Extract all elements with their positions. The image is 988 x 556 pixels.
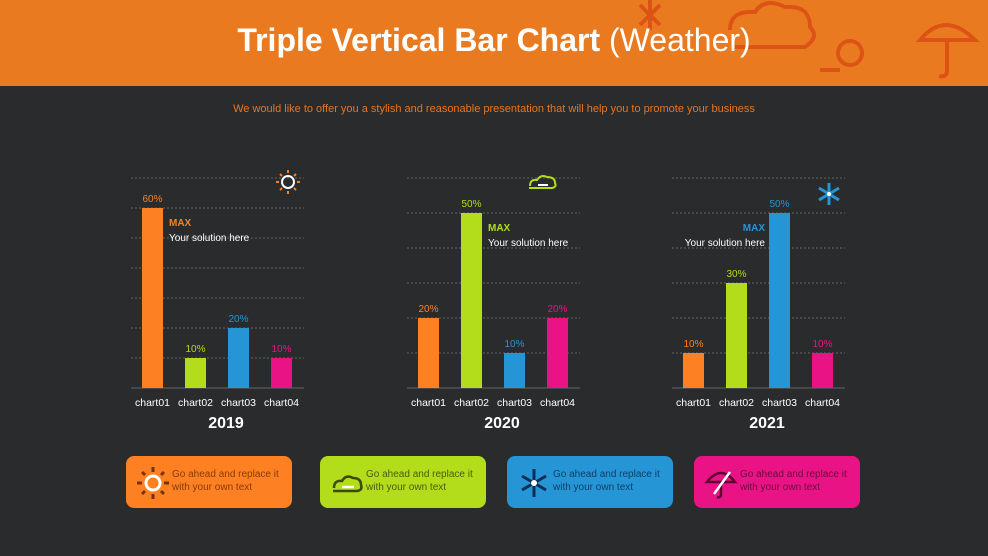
cloud-icon [529, 175, 557, 189]
data-label: 20% [547, 304, 567, 315]
bar-chart02 [461, 213, 482, 388]
chart-2019: 60% chart01 10% chart02 20% chart03 10% chart04… [126, 170, 326, 440]
sun-icon [276, 170, 300, 194]
info-card-umbrella: Go ahead and replace it with your own te… [694, 456, 860, 508]
chart-year: 2019 [208, 415, 244, 432]
header-bar [0, 0, 988, 86]
tick-label: chart03 [221, 397, 256, 409]
chart-year: 2021 [749, 415, 785, 432]
snowflake-icon [521, 469, 547, 497]
data-label: 10% [271, 344, 291, 355]
data-label: 10% [504, 339, 524, 350]
page-title: Triple Vertical Bar Chart (Weather) [237, 22, 751, 58]
bar-chart03 [228, 328, 249, 388]
umbrella-icon [704, 471, 738, 499]
tick-label: chart01 [411, 397, 446, 409]
data-label: 50% [769, 199, 789, 210]
bar-chart01 [683, 353, 704, 388]
bar-chart04 [547, 318, 568, 388]
tick-label: chart02 [178, 397, 213, 409]
bar-chart03 [769, 213, 790, 388]
bar-chart04 [812, 353, 833, 388]
data-label: 30% [726, 269, 746, 280]
tick-label: chart04 [805, 397, 840, 409]
data-label: 50% [461, 199, 481, 210]
snowflake-icon [818, 183, 840, 205]
chart-2021: 10% chart01 30% chart02 50% chart03 10% chart04… [667, 170, 867, 440]
tick-label: chart01 [676, 397, 711, 409]
bar-chart02 [185, 358, 206, 388]
annotation-text: Your solution here [169, 233, 250, 244]
bar-chart01 [418, 318, 439, 388]
sun-icon [137, 467, 169, 499]
tick-label: chart04 [540, 397, 575, 409]
data-label: 10% [812, 339, 832, 350]
bar-chart02 [726, 283, 747, 388]
bar-chart01 [142, 208, 163, 388]
data-label: 20% [228, 314, 248, 325]
data-label: 60% [142, 194, 162, 205]
info-card-cloud: Go ahead and replace it with your own te… [320, 456, 486, 508]
page-subtitle: We would like to offer you a stylish and… [233, 103, 755, 115]
tick-label: chart03 [497, 397, 532, 409]
cloud-icon [332, 475, 363, 493]
chart-year: 2020 [484, 415, 520, 432]
tick-label: chart02 [719, 397, 754, 409]
tick-label: chart01 [135, 397, 170, 409]
bar-chart04 [271, 358, 292, 388]
annotation-text: Your solution here [488, 238, 569, 249]
annotation-text: Your solution here [685, 238, 766, 249]
data-label: 10% [185, 344, 205, 355]
info-card-sun: Go ahead and replace it with your own te… [126, 456, 292, 508]
tick-label: chart04 [264, 397, 299, 409]
bar-chart03 [504, 353, 525, 388]
weather-decoration-icon [638, 0, 980, 79]
info-card-snowflake: Go ahead and replace it with your own te… [507, 456, 673, 508]
annotation-title: MAX [169, 218, 192, 229]
tick-label: chart02 [454, 397, 489, 409]
chart-2020: 20% chart01 50% chart02 10% chart03 20% chart04… [402, 170, 602, 440]
tick-label: chart03 [762, 397, 797, 409]
annotation-title: MAX [488, 223, 511, 234]
annotation-title: MAX [743, 223, 766, 234]
data-label: 20% [418, 304, 438, 315]
data-label: 10% [683, 339, 703, 350]
